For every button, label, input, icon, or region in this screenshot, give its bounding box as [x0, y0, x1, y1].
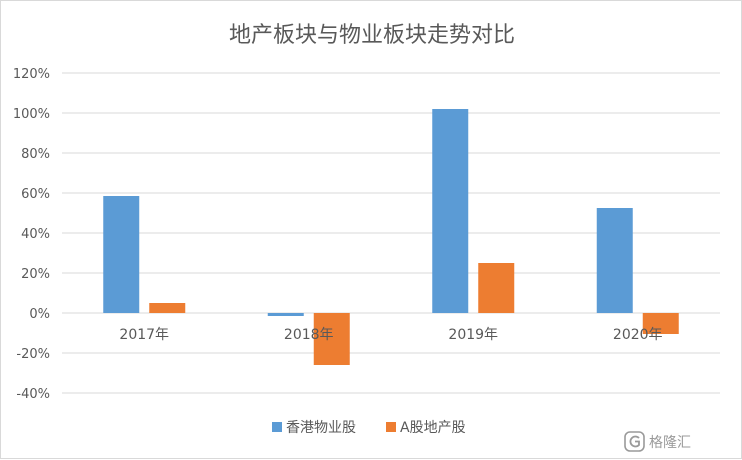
bar-a-share-property-3 [642, 313, 679, 334]
y-tick-label: 100% [13, 107, 50, 122]
x-axis-category-labels: 2017年 2018年 2019年 2020年 [119, 327, 662, 343]
y-axis-tick-labels: 120% 100% 80% 60% 40% 20% 0% -20% -40% [13, 67, 50, 402]
bar-hk-property-2 [432, 109, 469, 313]
y-tick-label: 0% [29, 307, 50, 322]
watermark: 格隆汇 [624, 431, 691, 452]
legend-swatch [272, 422, 282, 432]
bar-hk-property-3 [596, 208, 633, 313]
y-tick-label: 60% [21, 187, 50, 202]
bar-a-share-property-2 [478, 263, 515, 313]
y-tick-label: -20% [16, 347, 50, 362]
legend-label: 香港物业股 [286, 420, 356, 436]
bar-hk-property-1 [267, 313, 304, 316]
y-tick-label: 120% [13, 67, 50, 82]
y-tick-label: 40% [21, 227, 50, 242]
legend-swatch [386, 422, 396, 432]
bars [103, 109, 679, 365]
x-category-label: 2018年 [284, 327, 334, 343]
chart-title: 地产板块与物业板块走势对比 [229, 23, 515, 48]
bar-a-share-property-0 [149, 303, 186, 313]
bar-a-share-property-1 [313, 313, 350, 365]
y-tick-label: -40% [16, 387, 50, 402]
watermark-text: 格隆汇 [649, 435, 691, 451]
y-tick-label: 20% [21, 267, 50, 282]
x-category-label: 2017年 [119, 327, 169, 343]
legend: 香港物业股 A股地产股 [272, 420, 466, 436]
legend-label: A股地产股 [400, 420, 466, 436]
bar-hk-property-0 [103, 196, 140, 313]
g-logo-icon [624, 431, 645, 452]
x-category-label: 2020年 [613, 327, 663, 343]
x-category-label: 2019年 [448, 327, 498, 343]
y-tick-label: 80% [21, 147, 50, 162]
